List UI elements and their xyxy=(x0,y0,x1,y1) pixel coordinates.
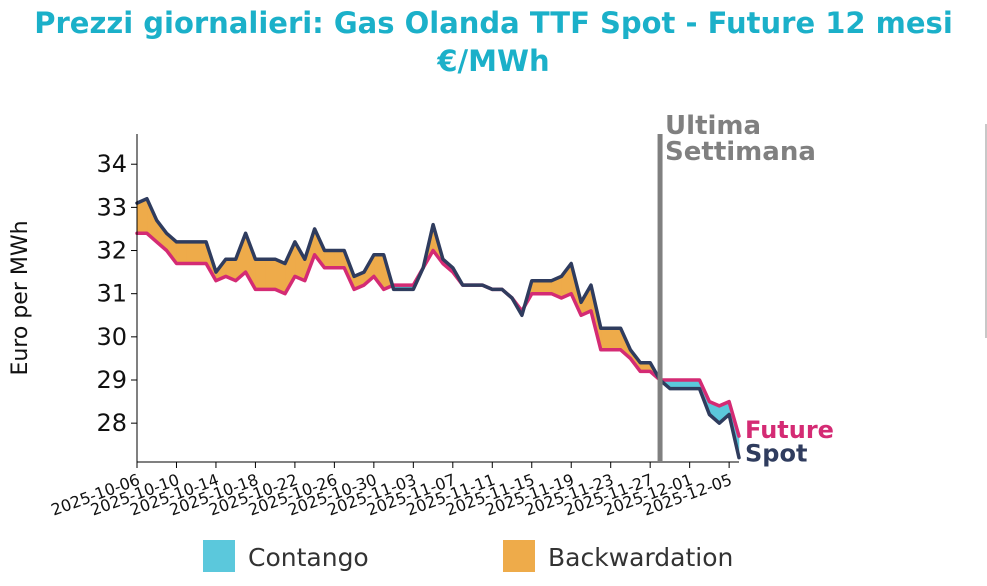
legend: Contango Backwardation xyxy=(203,540,733,572)
spot-line xyxy=(135,196,741,460)
y-axis-label: Euro per MWh xyxy=(8,220,33,375)
backwardation-fill xyxy=(531,280,542,295)
backwardation-fill xyxy=(334,250,345,269)
backwardation-fill xyxy=(610,327,621,351)
legend-label-contango: Contango xyxy=(248,543,369,572)
backwardation-fill xyxy=(600,327,612,351)
axes xyxy=(136,134,739,463)
legend-label-backwardation: Backwardation xyxy=(548,543,733,572)
future-line xyxy=(135,231,741,438)
y-tick-label: 28 xyxy=(96,409,127,437)
backwardation-fill xyxy=(186,241,197,264)
y-ticks: 28 29 30 31 32 33 34 xyxy=(96,150,137,437)
x-ticks: 2025-10-062025-10-102025-10-142025-10-18… xyxy=(48,462,734,520)
chart-title: Prezzi giornalieri: Gas Olanda TTF Spot … xyxy=(34,6,953,40)
backwardation-fill xyxy=(324,250,335,269)
y-tick-label: 29 xyxy=(96,366,127,394)
y-tick-label: 30 xyxy=(96,323,127,351)
legend-swatch-backwardation xyxy=(503,540,535,572)
backwardation-fill xyxy=(264,258,276,290)
y-tick-label: 31 xyxy=(96,280,127,308)
y-tick-label: 32 xyxy=(96,237,127,265)
y-tick-label: 34 xyxy=(96,150,127,178)
backwardation-fill xyxy=(541,280,552,295)
marker-label-line2: Settimana xyxy=(665,137,816,167)
series-lines xyxy=(135,196,741,460)
y-tick-label: 33 xyxy=(96,193,127,221)
legend-swatch-contango xyxy=(203,540,235,572)
chart-subtitle-unit: €/MWh xyxy=(437,44,550,78)
spot-end-label: Spot xyxy=(745,440,807,468)
backwardation-fill xyxy=(176,241,187,264)
future-end-label: Future xyxy=(745,416,834,444)
right-divider xyxy=(985,124,987,338)
marker-label-line1: Ultima xyxy=(665,111,761,141)
backwardation-fill xyxy=(195,241,207,264)
backwardation-fill xyxy=(255,258,266,290)
